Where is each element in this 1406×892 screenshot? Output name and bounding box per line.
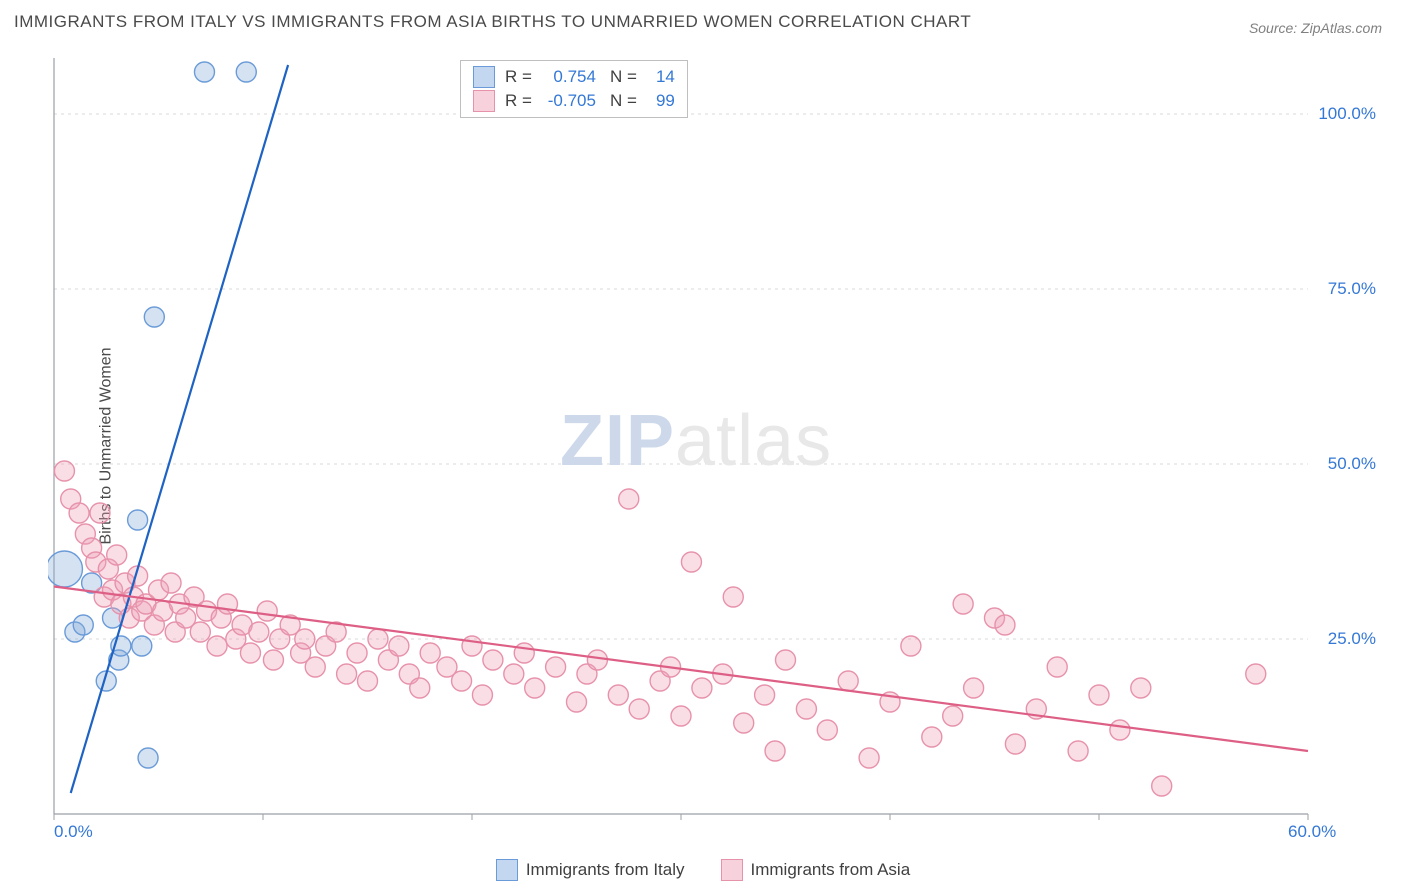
legend-series: Immigrants from Italy Immigrants from Asi… <box>0 859 1406 886</box>
y-tick-label: 75.0% <box>1316 279 1376 299</box>
x-tick-label: 0.0% <box>54 822 93 842</box>
y-tick-label: 25.0% <box>1316 629 1376 649</box>
legend-stat-row: R =-0.705N =99 <box>473 89 675 113</box>
source-label: Source: ZipAtlas.com <box>1249 20 1382 36</box>
legend-series-item: Immigrants from Italy <box>496 859 685 881</box>
legend-series-item: Immigrants from Asia <box>721 859 911 881</box>
y-tick-label: 100.0% <box>1316 104 1376 124</box>
legend-stat-row: R =0.754N =14 <box>473 65 675 89</box>
y-tick-label: 50.0% <box>1316 454 1376 474</box>
legend-stats: R =0.754N =14R =-0.705N =99 <box>460 60 688 118</box>
x-tick-label: 60.0% <box>1288 822 1336 842</box>
scatter-plot <box>48 52 1378 842</box>
chart-title: IMMIGRANTS FROM ITALY VS IMMIGRANTS FROM… <box>14 12 971 32</box>
